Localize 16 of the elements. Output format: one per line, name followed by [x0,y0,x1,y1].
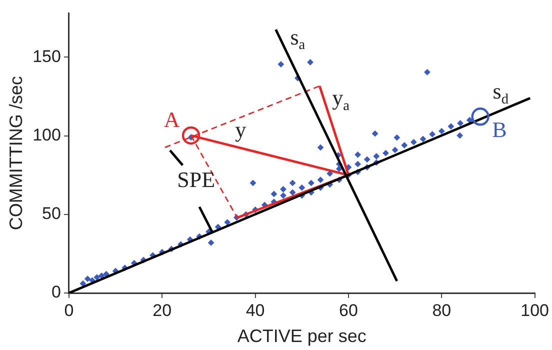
y-tick-label: 100 [32,125,61,144]
x-tick-label: 20 [152,300,172,320]
y-tick-label: 50 [42,204,61,224]
y-axis-title: COMMITTING /sec [6,76,26,230]
x-axis-title: ACTIVE per sec [237,326,366,346]
x-tick-label: 0 [64,300,74,320]
y-tick-label: 0 [51,282,61,302]
annotation: A [164,106,180,132]
y-tick-label: 150 [32,46,61,66]
x-tick-label: 100 [520,300,550,320]
x-tick-label: 80 [432,300,452,320]
x-tick-label: 60 [339,300,358,320]
annotation: SPE [177,166,216,192]
x-tick-label: 40 [246,300,265,320]
annotation: B [492,116,507,142]
annotation: y [235,117,246,142]
